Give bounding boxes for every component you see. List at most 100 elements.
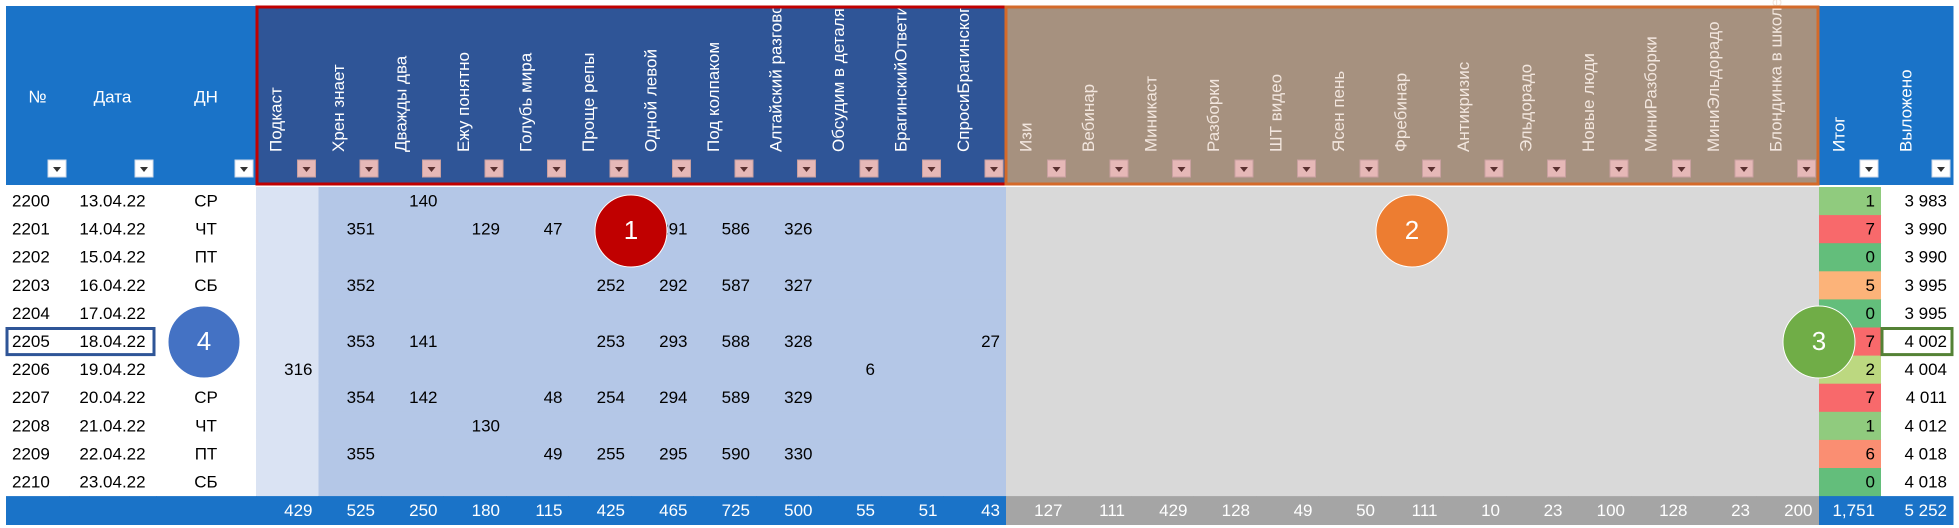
cell-value: 295 [659, 444, 687, 463]
column-header: МиниРазборки [1642, 36, 1661, 152]
filter-arrow [615, 167, 623, 172]
cell [381, 411, 444, 441]
column-header: Антикризис [1454, 61, 1473, 152]
row-label: СБ [194, 473, 217, 492]
cell [756, 299, 819, 328]
cell-value: 7 [1866, 388, 1875, 407]
cell [1443, 327, 1507, 357]
cell [69, 187, 157, 216]
cell [1381, 383, 1444, 413]
cell [6, 327, 70, 357]
cell [506, 271, 569, 300]
cell [693, 355, 757, 385]
cell [506, 439, 569, 469]
cell [756, 215, 819, 244]
filter-arrow [427, 167, 436, 172]
column-header: № [28, 87, 46, 106]
cell [881, 327, 944, 357]
header-cell [1443, 6, 1507, 185]
cell [1506, 187, 1569, 216]
cell [443, 327, 507, 357]
filter-arrow [1177, 167, 1186, 172]
filter-arrow [1365, 167, 1373, 172]
cell-value: 6 [1866, 444, 1875, 463]
cell [1068, 411, 1132, 441]
cell-value: 141 [409, 332, 437, 351]
cell [1506, 271, 1569, 300]
cell [1881, 187, 1954, 216]
filter-arrow [1302, 167, 1311, 172]
cell [1819, 439, 1882, 469]
header-cell [756, 6, 819, 185]
filter-arrow [552, 167, 561, 172]
cell [6, 439, 70, 469]
cell [1631, 215, 1694, 244]
total-value: 128 [1659, 501, 1687, 520]
column-header: Миникаст [1142, 76, 1161, 152]
cell [818, 243, 882, 272]
cell [318, 271, 382, 300]
cell [1693, 355, 1757, 385]
cell [818, 439, 882, 469]
cell [631, 355, 694, 385]
cell [568, 383, 632, 413]
cell-value: 0 [1866, 304, 1875, 323]
cell [1256, 439, 1319, 469]
total-value: 200 [1784, 501, 1812, 520]
cell [506, 215, 569, 244]
total-value: 115 [535, 501, 562, 520]
cell [943, 327, 1007, 357]
header-cell [1693, 6, 1757, 185]
cell [1568, 243, 1632, 272]
cell [881, 243, 944, 272]
total-value: 465 [659, 501, 687, 520]
cell [1693, 215, 1757, 244]
cell [1318, 383, 1382, 413]
cell [256, 327, 319, 357]
cell [156, 411, 257, 441]
header-cell [443, 6, 507, 185]
cell [568, 468, 632, 497]
cell [1131, 468, 1194, 497]
cell [631, 411, 694, 441]
cell [1693, 271, 1757, 300]
row-label: 19.04.22 [79, 360, 145, 379]
cell-value: 255 [597, 444, 625, 463]
highlight-box [1004, 5, 1820, 186]
cell [6, 383, 70, 413]
cell [1693, 243, 1757, 272]
cell [1819, 468, 1882, 497]
cell-value: 49 [544, 444, 563, 463]
total-value: 111 [1099, 501, 1125, 520]
cell [256, 383, 319, 413]
cell-value: 327 [784, 276, 812, 295]
column-header: Одной левой [642, 49, 661, 152]
cell [943, 468, 1007, 497]
cell [1256, 327, 1319, 357]
column-header: ДН [194, 87, 218, 106]
cell [1881, 355, 1954, 385]
cell [818, 215, 882, 244]
row-label: ЧТ [195, 220, 217, 239]
row-label: 2205 [12, 332, 50, 351]
cell [1318, 215, 1382, 244]
cell-value: 130 [472, 416, 500, 435]
cell [69, 243, 157, 272]
cell [318, 215, 382, 244]
cell-value: 587 [722, 276, 750, 295]
cell [1756, 383, 1819, 413]
cell [1506, 439, 1569, 469]
cell [1506, 411, 1569, 441]
cell [631, 439, 694, 469]
total-cell [818, 496, 882, 525]
cell [943, 439, 1007, 469]
cell [256, 299, 319, 328]
cell [1068, 215, 1132, 244]
cell [1693, 327, 1757, 357]
cell [506, 299, 569, 328]
header-cell [1256, 6, 1319, 185]
highlight-box [5, 327, 156, 357]
filter-arrow [990, 167, 998, 172]
total-value: 51 [919, 501, 938, 520]
